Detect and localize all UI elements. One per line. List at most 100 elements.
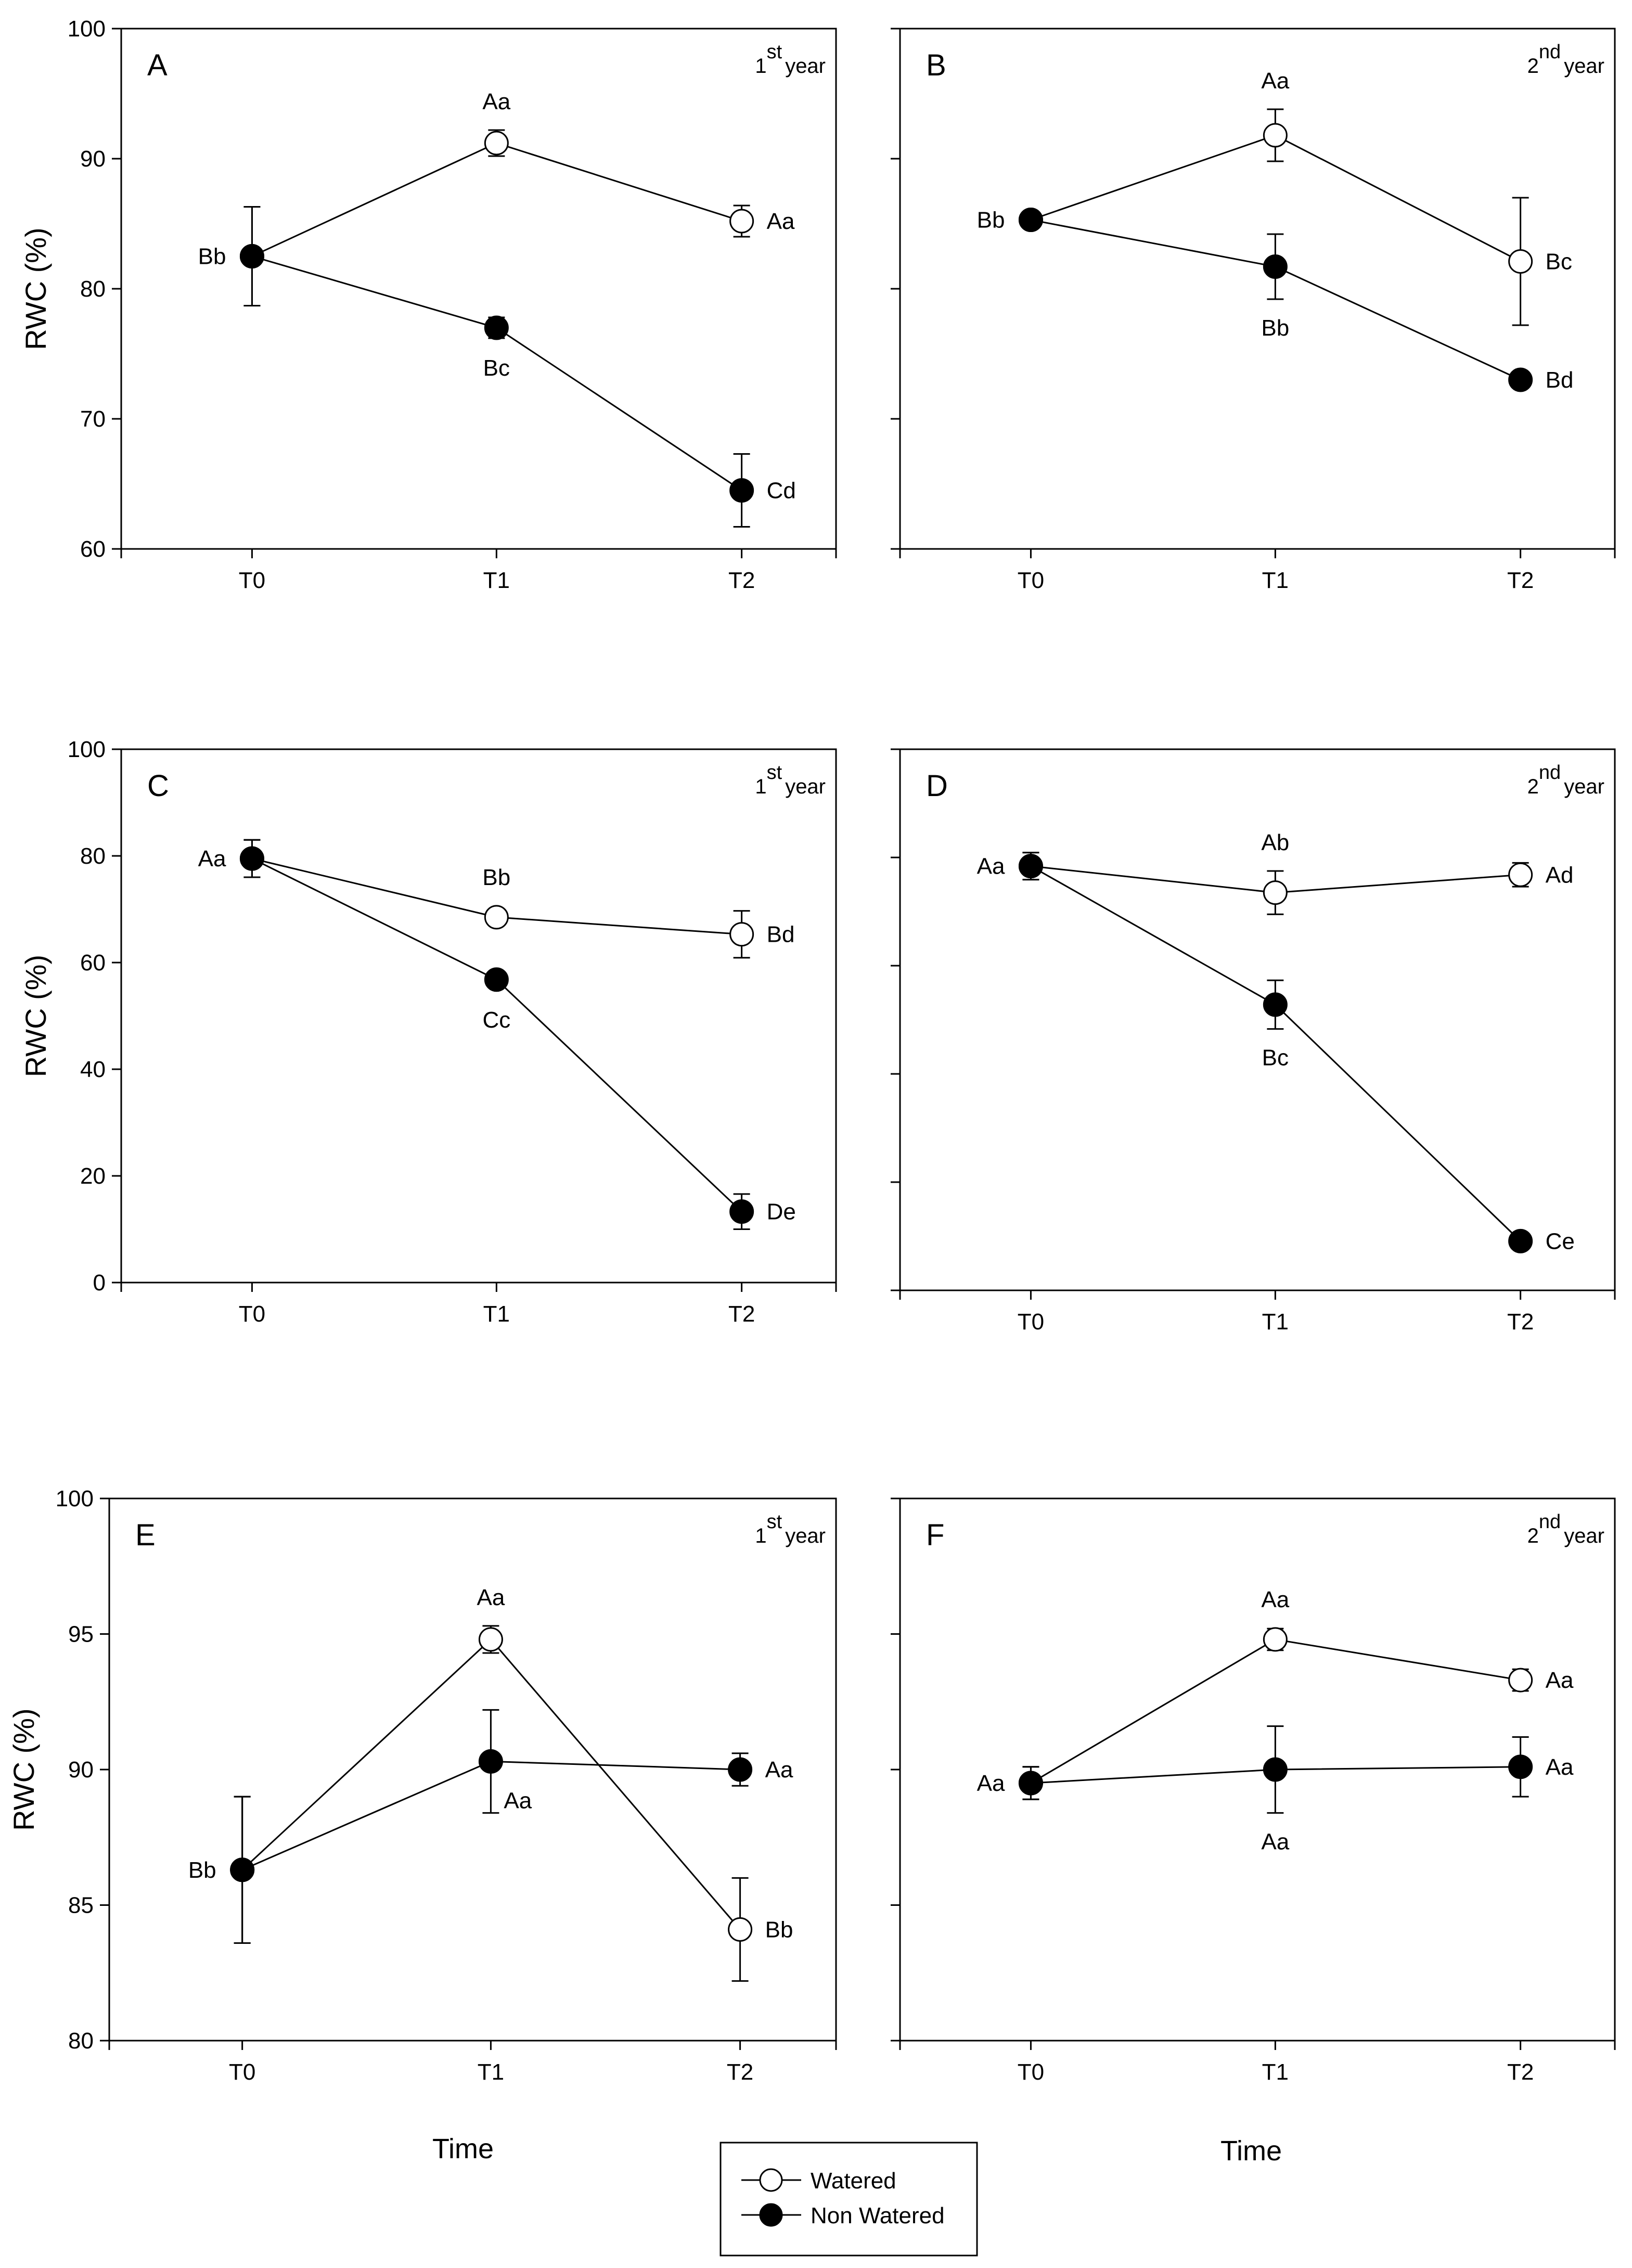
panel-a-ytick-label: 90 bbox=[80, 146, 106, 172]
panel-a-ytick-label: 80 bbox=[80, 276, 106, 302]
panel-b-watered-sig-label: Bc bbox=[1546, 249, 1572, 275]
panel-c-nonwatered-sig-label: Cc bbox=[482, 1007, 510, 1033]
panel-a-xtick-label: T0 bbox=[239, 568, 265, 593]
panel-b-nonwatered-point bbox=[1263, 254, 1288, 279]
panel-e-xtick-label: T1 bbox=[478, 2059, 504, 2085]
year-number: 2 bbox=[1527, 775, 1539, 798]
panel-b-watered-point bbox=[1263, 123, 1288, 148]
panel-b-watered-point bbox=[1508, 249, 1533, 274]
panel-a-nonwatered-sig-label: Bb bbox=[198, 244, 226, 270]
panel-e: 80 85 90 95 100 T0 T1 T2 RWC (%) E 1styear Aa Bb Bb Aa… bbox=[7, 1486, 837, 2085]
panel-d-watered-point bbox=[1508, 862, 1533, 887]
panel-e-ylabel: RWC (%) bbox=[7, 1708, 40, 1830]
panel-f-nonwatered-point bbox=[1018, 1771, 1043, 1796]
year-ordinal: nd bbox=[1539, 41, 1561, 63]
panel-e-watered-sig-label: Aa bbox=[477, 1585, 505, 1610]
year-ordinal: nd bbox=[1539, 762, 1561, 784]
panel-c-watered-sig-label: Bd bbox=[767, 922, 795, 947]
panel-f: T0 T1 T2 F 2ndyear Aa Aa Aa Aa Aa bbox=[891, 1497, 1616, 2085]
panel-e-ytick-label: 90 bbox=[68, 1757, 94, 1783]
panel-b-nonwatered-sig-label: Bb bbox=[977, 208, 1005, 233]
panel-d-xtick-label: T2 bbox=[1507, 1309, 1534, 1335]
panel-c-xtick-label: T2 bbox=[728, 1301, 755, 1327]
panel-b-nonwatered-point bbox=[1018, 208, 1043, 232]
panel-a-nonwatered-point bbox=[239, 244, 264, 268]
year-ordinal: nd bbox=[1539, 1511, 1561, 1533]
year-word: year bbox=[1564, 55, 1604, 78]
panel-b-letter: B bbox=[926, 48, 946, 82]
panel-c-watered-point bbox=[729, 922, 754, 947]
panel-e-watered-point bbox=[478, 1627, 503, 1652]
panel-b-nonwatered-sig-label: Bd bbox=[1546, 367, 1574, 393]
panel-c-year: 1styear bbox=[755, 762, 826, 798]
panel-d-xtick-label: T1 bbox=[1262, 1309, 1289, 1335]
panel-b-watered-sig-label: Aa bbox=[1261, 68, 1289, 94]
panel-d-nonwatered-point bbox=[1018, 854, 1043, 879]
panel-a: 60 70 80 90 100 T0 T1 T2 RWC (%) A 1styear Aa Aa Bb Bc… bbox=[19, 16, 837, 593]
panel-c-nonwatered-sig-label: De bbox=[767, 1199, 796, 1225]
panel-e-nonwatered-sig-label: Aa bbox=[504, 1788, 532, 1813]
legend-box bbox=[719, 2142, 978, 2257]
panel-c-ytick-label: 60 bbox=[80, 950, 106, 976]
panel-a-year: 1styear bbox=[755, 41, 826, 78]
panel-d-nonwatered-sig-label: Bc bbox=[1262, 1045, 1289, 1071]
panel-d-nonwatered-point bbox=[1508, 1228, 1533, 1253]
panel-c-nonwatered-point bbox=[239, 846, 264, 871]
panel-a-ytick-label: 60 bbox=[80, 536, 106, 562]
panel-b-nonwatered-sig-label: Bb bbox=[1261, 315, 1289, 341]
panel-f-nonwatered-sig-label: Aa bbox=[1261, 1829, 1289, 1854]
panel-a-nonwatered-sig-label: Bc bbox=[483, 355, 510, 381]
panel-d-year: 2ndyear bbox=[1527, 762, 1604, 798]
panel-b-year: 2ndyear bbox=[1527, 41, 1604, 78]
panel-e-ytick-label: 95 bbox=[68, 1622, 94, 1647]
panel-e-letter: E bbox=[135, 1518, 156, 1552]
x-axis-title-right: Time bbox=[1220, 2135, 1282, 2167]
panel-f-nonwatered-point bbox=[1508, 1754, 1533, 1779]
year-word: year bbox=[1564, 775, 1604, 798]
panel-f-watered-sig-label: Aa bbox=[1261, 1587, 1289, 1612]
panel-f-watered-point bbox=[1508, 1668, 1533, 1693]
panel-d-watered-point bbox=[1263, 880, 1288, 905]
panel-f-xtick-label: T2 bbox=[1507, 2059, 1534, 2085]
panel-a-letter: A bbox=[147, 48, 168, 82]
year-number: 2 bbox=[1527, 1524, 1539, 1547]
panel-a-ytick-label: 70 bbox=[80, 406, 106, 432]
panel-a-nonwatered-point bbox=[729, 478, 754, 503]
legend-watered-marker bbox=[759, 2168, 783, 2192]
panel-c-ytick-label: 80 bbox=[80, 843, 106, 869]
panel-c-letter: C bbox=[147, 769, 169, 803]
panel-c-frame bbox=[120, 748, 837, 1284]
panel-a-nonwatered-point bbox=[484, 315, 509, 340]
panel-e-xtick-label: T0 bbox=[229, 2059, 255, 2085]
panel-c-ytick-label: 40 bbox=[80, 1057, 106, 1082]
panel-c-ytick-label: 100 bbox=[68, 737, 106, 762]
x-axis-title-left: Time bbox=[432, 2133, 494, 2164]
panel-e-year: 1styear bbox=[755, 1511, 826, 1547]
panel-c-xtick-label: T1 bbox=[483, 1301, 510, 1327]
panel-b-xtick-label: T1 bbox=[1262, 568, 1289, 593]
panel-d-nonwatered-sig-label: Aa bbox=[977, 854, 1005, 879]
year-word: year bbox=[785, 1524, 826, 1547]
panel-e-nonwatered-sig-label: Bb bbox=[188, 1857, 216, 1883]
panel-c: 0 20 40 60 80 100 T0 T1 T2 RWC (%) C 1styear Bb Bd Aa C… bbox=[19, 737, 837, 1327]
panel-a-xtick-label: T1 bbox=[483, 568, 510, 593]
panel-f-watered-sig-label: Aa bbox=[1546, 1668, 1574, 1693]
year-ordinal: st bbox=[767, 762, 782, 784]
panel-d-letter: D bbox=[926, 769, 948, 803]
panel-e-ytick-label: 100 bbox=[56, 1486, 94, 1511]
year-number: 1 bbox=[755, 1524, 766, 1547]
panel-c-nonwatered-sig-label: Aa bbox=[198, 846, 226, 872]
panel-c-ytick-label: 20 bbox=[80, 1163, 106, 1189]
panel-f-nonwatered-sig-label: Aa bbox=[1546, 1754, 1574, 1780]
panel-e-watered-sig-label: Bb bbox=[765, 1917, 793, 1942]
year-word: year bbox=[785, 55, 826, 78]
panel-e-nonwatered-point bbox=[728, 1757, 753, 1782]
panel-c-ylabel: RWC (%) bbox=[19, 955, 52, 1077]
panel-f-xtick-label: T1 bbox=[1262, 2059, 1289, 2085]
panel-a-watered-point bbox=[729, 209, 754, 234]
legend-nonwatered-label: Non Watered bbox=[811, 2203, 945, 2228]
panel-a-ytick-label: 100 bbox=[68, 16, 106, 42]
